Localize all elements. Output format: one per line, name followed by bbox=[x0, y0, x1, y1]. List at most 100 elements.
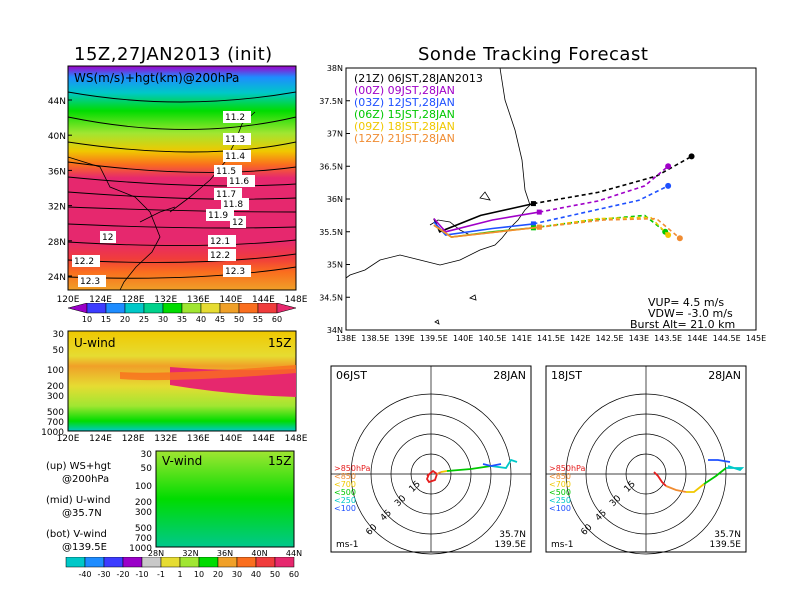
contour-label-bg bbox=[78, 275, 106, 287]
track-x-tick: 140.5E bbox=[478, 334, 506, 343]
contour-label-bg bbox=[208, 249, 236, 261]
contour-label: 11.3 bbox=[225, 135, 245, 145]
u-wind-label: U-wind bbox=[74, 336, 115, 350]
v-y-tick: 700 bbox=[135, 534, 152, 544]
colorbar-swatch bbox=[181, 303, 202, 314]
v-colorbar-swatch bbox=[141, 557, 162, 568]
colorbar-tick: 60 bbox=[272, 315, 282, 323]
colorbar-swatch bbox=[257, 303, 278, 314]
hodo-trace bbox=[686, 483, 705, 493]
contour-label-bg bbox=[72, 255, 100, 267]
contour-label-bg bbox=[208, 235, 236, 247]
colorbar-tick: 30 bbox=[158, 315, 168, 323]
ws-x-tick: 140E bbox=[219, 295, 242, 305]
burst-marker bbox=[536, 209, 542, 215]
track-line-solid bbox=[433, 224, 540, 238]
colorbar-swatch bbox=[219, 303, 240, 314]
ws-y-tick: 40N bbox=[48, 132, 66, 142]
colorbar-tick: 10 bbox=[82, 315, 92, 323]
ws-x-tick: 124E bbox=[89, 295, 112, 305]
colorbar-swatch bbox=[124, 303, 145, 314]
track-x-tick: 143.5E bbox=[654, 334, 682, 343]
hodo-level-legend: >850hPa bbox=[334, 464, 371, 473]
track-x-tick: 145E bbox=[746, 334, 766, 343]
hodo-level-legend: <250 bbox=[334, 496, 356, 505]
v-colorbar-tick: 40 bbox=[251, 570, 261, 579]
note-mid2: @35.7N bbox=[62, 508, 102, 519]
track-x-tick: 138E bbox=[336, 334, 356, 343]
ws-x-tick: 132E bbox=[154, 295, 177, 305]
track-x-tick: 139.5E bbox=[420, 334, 448, 343]
v-colorbar: -40 -30 -20 -10 -1 1 10 20 30 40 50 60 bbox=[65, 557, 299, 579]
u-x-tick: 148E bbox=[285, 434, 308, 444]
track-x-tick: 144.5E bbox=[713, 334, 741, 343]
contour-label-bg bbox=[214, 188, 242, 200]
hodo-time: 06JST bbox=[336, 369, 367, 382]
hodo-level-legend: <100 bbox=[334, 504, 356, 513]
hodo-trace bbox=[726, 465, 745, 472]
v-colorbar-swatch bbox=[274, 557, 295, 568]
u-y-tick: 1000 bbox=[41, 428, 64, 438]
v-colorbar-tick: 20 bbox=[213, 570, 223, 579]
v-colorbar-swatch bbox=[236, 557, 257, 568]
v-colorbar-tick: 30 bbox=[232, 570, 242, 579]
ws-x-tick: 128E bbox=[122, 295, 145, 305]
v-colorbar-tick: -40 bbox=[78, 570, 91, 579]
colorbar-tick: 55 bbox=[253, 315, 263, 323]
hodo-level-legend: <500 bbox=[549, 488, 571, 497]
contour-label-bg bbox=[223, 150, 251, 162]
hodo-trace bbox=[436, 471, 442, 475]
hodo-level-legend: <850 bbox=[334, 472, 356, 481]
burst-text: Burst Alt= 21.0 km bbox=[630, 318, 735, 331]
colorbar-swatch bbox=[238, 303, 259, 314]
track-y-tick: 35N bbox=[327, 261, 343, 270]
u-y-tick: 700 bbox=[47, 418, 64, 428]
track-x-tick: 139E bbox=[394, 334, 414, 343]
contour-label: 12.3 bbox=[80, 277, 100, 287]
track-line-solid bbox=[433, 211, 540, 233]
track-frame bbox=[345, 67, 757, 331]
track-x-ticks: 138E 138.5E 139E 139.5E 140E 140.5E 141E 141.5E… bbox=[336, 334, 766, 343]
track-y-tick: 35.5N bbox=[319, 228, 343, 237]
colorbar-tick: 15 bbox=[101, 315, 111, 323]
burst-marker bbox=[530, 221, 536, 227]
track-x-tick: 144E bbox=[687, 334, 707, 343]
u-y-tick: 100 bbox=[47, 366, 64, 376]
v-colorbar-tick: -30 bbox=[97, 570, 110, 579]
v-y-tick: 30 bbox=[141, 450, 153, 460]
ws-x-tick: 144E bbox=[252, 295, 275, 305]
hodo-unit: ms-1 bbox=[336, 540, 358, 550]
v-colorbar-tick: -10 bbox=[135, 570, 148, 579]
v-colorbar-tick: 10 bbox=[194, 570, 204, 579]
hodo-trace bbox=[490, 458, 518, 469]
u-y-tick: 500 bbox=[47, 408, 64, 418]
track-series bbox=[433, 153, 695, 242]
hodo-trace bbox=[440, 470, 448, 473]
ws-y-ticks: 24N 28N 32N 36N 40N 44N bbox=[48, 97, 72, 283]
landing-marker bbox=[665, 163, 672, 170]
hodo-level-legend: <100 bbox=[549, 504, 571, 513]
ws-map-panel: WS(m/s)+hgt(km)@200hPa 11.211.311.411.51… bbox=[48, 65, 308, 305]
contour-label: 11.5 bbox=[216, 167, 236, 177]
u-y-tick: 300 bbox=[47, 392, 64, 402]
burst-marker bbox=[530, 201, 536, 207]
v-wind-x-ticks: 28N 32N 36N 40N 44N bbox=[148, 549, 302, 557]
colorbar-tick: 35 bbox=[177, 315, 187, 323]
hodo-trace bbox=[446, 465, 492, 472]
v-y-tick: 50 bbox=[141, 464, 153, 474]
u-x-tick: 136E bbox=[187, 434, 210, 444]
contour-label-bg bbox=[223, 111, 251, 123]
note-mid: (mid) U-wind bbox=[46, 495, 111, 506]
contour-label: 12 bbox=[232, 218, 243, 228]
track-y-tick: 38N bbox=[327, 64, 343, 73]
contour-label: 12 bbox=[102, 233, 113, 243]
contour-label-bg bbox=[230, 216, 246, 228]
v-colorbar-tick: -1 bbox=[157, 570, 165, 579]
v-colorbar-swatch bbox=[84, 557, 105, 568]
track-legend-item: (12Z) 21JST,28JAN bbox=[354, 132, 455, 145]
v-colorbar-swatch bbox=[122, 557, 143, 568]
v-colorbar-tick: 50 bbox=[270, 570, 280, 579]
hodo-trace bbox=[665, 485, 687, 493]
